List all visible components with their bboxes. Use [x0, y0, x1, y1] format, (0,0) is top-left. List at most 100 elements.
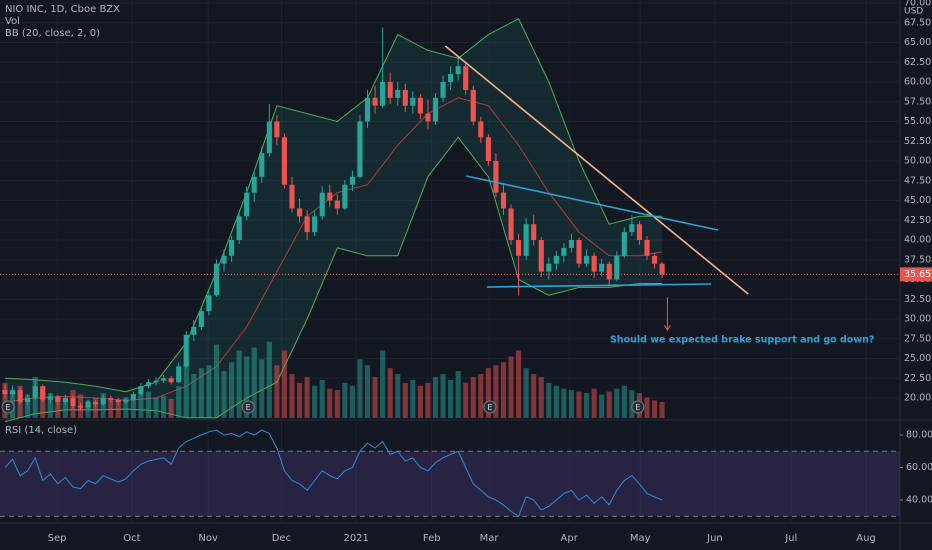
annotation: Should we expected brake support and go … [610, 335, 874, 346]
x-tick-label: 2021 [343, 533, 368, 544]
candle-body [77, 405, 84, 408]
x-tick-label: Mar [480, 533, 500, 544]
candle-body [651, 255, 658, 264]
candle-body [70, 398, 76, 406]
candle-body [417, 97, 423, 114]
volume-bar [62, 397, 68, 418]
candle-body [312, 216, 318, 233]
candle-body [289, 184, 295, 209]
volume-bar [478, 374, 484, 418]
candle-body [32, 386, 38, 399]
candle-body [387, 82, 393, 98]
candle-body [455, 66, 461, 75]
volume-bar [319, 379, 325, 418]
volume-bar [2, 382, 8, 418]
candle-body [568, 240, 575, 248]
volume-bar [40, 388, 46, 418]
volume-bar [493, 365, 499, 418]
x-tick-label: Dec [272, 533, 291, 544]
volume-bar [546, 382, 552, 418]
volume-bar [432, 376, 439, 418]
candle-body [108, 398, 114, 400]
candle-body [100, 398, 106, 405]
x-tick-label: Sep [48, 533, 67, 544]
rsi-line [4, 429, 663, 518]
volume-bar [130, 394, 136, 418]
earnings-label: E [487, 403, 492, 412]
volume-bar [387, 368, 393, 418]
volume-bar [304, 376, 310, 418]
volume-bar [244, 356, 250, 418]
volume-bar [229, 362, 235, 418]
volume-bar [364, 365, 371, 418]
y-tick-label: 22.50 [904, 373, 931, 384]
candle-body [213, 263, 220, 296]
chart-title: NIO INC, 1D, Cboe BZX [5, 4, 120, 15]
volume-bar [145, 391, 152, 418]
candle-body [425, 113, 431, 122]
x-tick-label: May [630, 533, 651, 544]
volume-bar [568, 390, 575, 418]
y-tick-label: 42.50 [904, 215, 931, 226]
arrow-head [663, 324, 671, 332]
volume-bar [395, 374, 401, 418]
bb-upper [4, 18, 663, 393]
volume-bar [168, 398, 174, 418]
trend-line [466, 175, 719, 231]
volume-bar [516, 350, 522, 418]
y-tick-label: 65.00 [904, 37, 931, 48]
volume-bar [342, 382, 348, 418]
candle-body [583, 255, 590, 264]
earnings-label: E [635, 403, 640, 412]
volume-bar [274, 365, 280, 418]
candle-body [168, 378, 174, 383]
volume-bar [176, 385, 182, 418]
candle-body [206, 295, 212, 312]
candle-body [304, 216, 310, 233]
y-tick-label: 50.00 [904, 156, 931, 167]
volume-bar [357, 359, 363, 418]
candle-body [349, 176, 355, 185]
volume-bar [153, 397, 159, 418]
y-tick-label: 25.00 [904, 353, 931, 364]
volume-bar [349, 385, 355, 418]
volume-bar [259, 359, 265, 418]
candle-body [493, 161, 499, 193]
volume-bar [583, 393, 590, 418]
candle-body [259, 153, 265, 177]
x-tick-label: Oct [123, 533, 140, 544]
candle-body [334, 200, 340, 209]
y-tick-label: 60.00 [904, 77, 931, 88]
candle-body [553, 255, 559, 264]
y-tick-label: 57.50 [904, 96, 931, 107]
candle-body [40, 386, 46, 400]
y-tick-label: 40.00 [904, 235, 931, 246]
rsi-tick-label: 40.00 [906, 495, 932, 506]
candle-body [410, 97, 416, 106]
candle-body [402, 89, 408, 106]
volume-bar [599, 394, 605, 418]
candle-body [229, 240, 235, 256]
volume-bar [183, 359, 189, 418]
volume-bar [296, 382, 303, 418]
bb-fill [5, 18, 663, 422]
volume-bar [85, 400, 91, 418]
y-tick-label: 52.50 [904, 136, 931, 147]
volume-bar [455, 371, 461, 418]
rsi-tick-label: 80.00 [906, 430, 932, 441]
candle-body [9, 390, 16, 395]
volume-bar [327, 388, 333, 418]
volume-bar [629, 390, 635, 418]
candle-body [93, 401, 99, 405]
volume-bar [198, 368, 204, 418]
volume-bar [508, 356, 514, 418]
last-price-box [900, 267, 932, 282]
trend-line [486, 283, 712, 288]
volume-bar [312, 385, 318, 418]
candle-body [130, 394, 136, 400]
volume-bar [531, 374, 537, 418]
earnings-label: E [246, 403, 251, 412]
indicator-label: BB (20, close, 2, 0) [5, 28, 100, 39]
volume-bar [213, 344, 220, 418]
volume-bar [221, 371, 227, 418]
